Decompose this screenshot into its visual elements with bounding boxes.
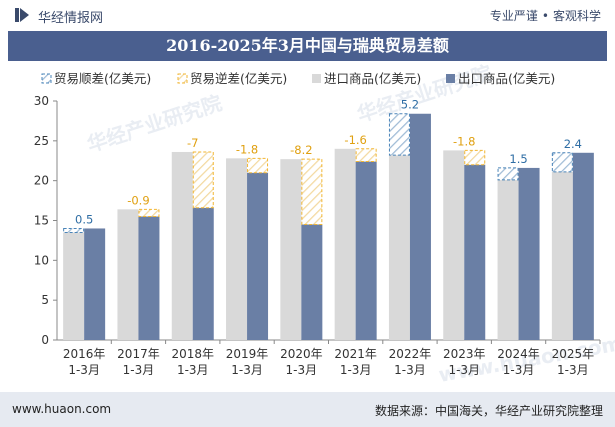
y-tick-label: 25 xyxy=(34,134,49,148)
deficit-value-label: -0.9 xyxy=(127,193,149,207)
export-bar xyxy=(572,152,594,340)
deficit-bar xyxy=(301,158,323,225)
surplus-value-label: 1.5 xyxy=(509,152,527,166)
deficit-value-label: -1.6 xyxy=(344,133,366,147)
import-bar xyxy=(334,148,356,340)
import-bar xyxy=(117,209,139,340)
deficit-bar xyxy=(138,208,160,218)
x-tick-label: 2016年 1-3月 xyxy=(63,347,106,377)
deficit-bar xyxy=(355,148,377,163)
deficit-bar xyxy=(192,151,214,209)
title-bar: 2016-2025年3月中国与瑞典贸易差额 xyxy=(8,31,607,61)
export-bar xyxy=(355,161,377,340)
legend-deficit-label: 贸易逆差(亿美元) xyxy=(190,71,287,86)
import-bar xyxy=(388,155,410,340)
export-bar xyxy=(409,113,431,340)
export-bar xyxy=(247,172,269,340)
y-tick-label: 10 xyxy=(34,253,49,267)
legend-export-label: 出口商品(亿美元) xyxy=(458,71,555,86)
chart-title: 2016-2025年3月中国与瑞典贸易差额 xyxy=(166,36,449,55)
x-tick-label: 2018年 1-3月 xyxy=(171,347,214,377)
export-bar xyxy=(464,164,486,340)
import-bar xyxy=(551,171,573,340)
logo-icon xyxy=(15,8,29,22)
y-tick-label: 30 xyxy=(34,94,49,108)
y-tick-label: 20 xyxy=(34,174,49,188)
import-bar xyxy=(226,158,248,340)
y-tick-label: 5 xyxy=(41,293,49,307)
export-bar xyxy=(301,224,323,340)
surplus-value-label: 2.4 xyxy=(564,137,582,151)
deficit-value-label: -7 xyxy=(187,136,198,150)
deficit-value-label: -1.8 xyxy=(453,134,475,148)
surplus-bar xyxy=(63,227,85,233)
legend-export-swatch xyxy=(446,74,455,83)
x-tick-label: 2019年 1-3月 xyxy=(226,347,269,377)
slogan: 专业严谨 • 客观科学 xyxy=(490,7,601,24)
y-tick-label: 0 xyxy=(41,333,49,347)
surplus-bar xyxy=(497,167,519,181)
watermark-text: 华经产业研究院 xyxy=(84,91,225,157)
surplus-value-label: 5.2 xyxy=(401,98,419,112)
y-tick-label: 15 xyxy=(34,214,49,228)
surplus-value-label: 0.5 xyxy=(75,212,93,226)
bullet-icon: • xyxy=(541,9,549,23)
import-bar xyxy=(280,159,302,340)
export-bar xyxy=(138,216,160,340)
export-bar xyxy=(192,207,214,340)
import-bar xyxy=(171,151,193,340)
slogan-tag-2: 客观科学 xyxy=(552,9,601,23)
legend-import-swatch xyxy=(312,74,321,83)
x-tick-label: 2023年 1-3月 xyxy=(443,347,486,377)
deficit-value-label: -1.8 xyxy=(236,142,258,156)
export-bar xyxy=(518,167,540,340)
footer-site: www.huaon.com xyxy=(12,402,112,416)
x-tick-label: 2024年 1-3月 xyxy=(497,347,540,377)
x-tick-label: 2025年 1-3月 xyxy=(552,347,595,377)
import-bar xyxy=(497,179,519,340)
deficit-bar xyxy=(247,157,269,174)
slogan-tag-1: 专业严谨 xyxy=(489,9,538,23)
x-tick-label: 2022年 1-3月 xyxy=(389,347,432,377)
x-tick-label: 2020年 1-3月 xyxy=(280,347,323,377)
import-bar xyxy=(443,150,465,340)
brand-name: 华经情报网 xyxy=(38,11,104,26)
surplus-bar xyxy=(551,152,573,173)
footer: www.huaon.com 数据来源：中国海关，华经产业研究院整理 xyxy=(0,392,615,427)
top-bar: 华经情报网 专业严谨 • 客观科学 xyxy=(0,0,615,30)
import-bar xyxy=(63,232,85,340)
legend-surplus-label: 贸易顺差(亿美元) xyxy=(54,71,151,86)
x-tick-label: 2017年 1-3月 xyxy=(117,347,160,377)
deficit-value-label: -8.2 xyxy=(290,143,312,157)
legend-surplus-swatch xyxy=(41,73,52,84)
x-tick-label: 2021年 1-3月 xyxy=(334,347,377,377)
deficit-bar xyxy=(464,149,486,166)
surplus-bar xyxy=(388,113,410,156)
legend-import-label: 进口商品(亿美元) xyxy=(324,71,421,86)
export-bar xyxy=(84,228,106,340)
footer-source: 数据来源：中国海关，华经产业研究院整理 xyxy=(374,404,603,418)
legend-deficit-swatch xyxy=(177,73,188,84)
